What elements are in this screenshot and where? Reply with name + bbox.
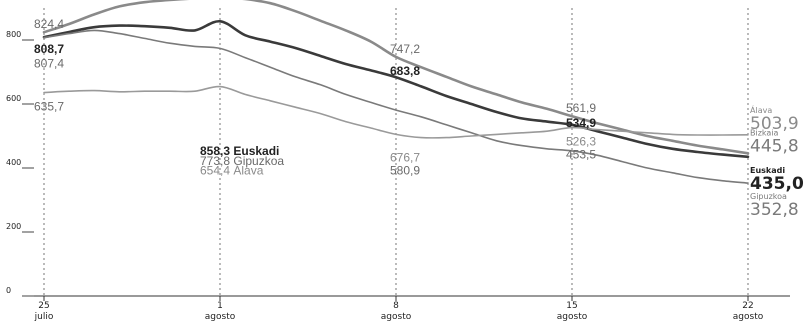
series-line-gipuzkoa	[43, 29, 749, 184]
series-line-alava	[43, 85, 749, 139]
y-tick-label: 200	[6, 222, 21, 231]
x-tick-label: agosto	[381, 312, 412, 322]
x-tick-label: 15	[566, 301, 577, 311]
data-label: 635,7	[34, 100, 64, 114]
data-label: 773,8 Gipuzkoa	[200, 154, 284, 168]
axes: 020040060080025julio1agosto8agosto15agos…	[6, 8, 790, 322]
end-label-name-alava: Álava	[750, 104, 772, 115]
x-tick-label: julio	[34, 312, 54, 322]
end-label-name-bizkaia: Bizkaia	[750, 128, 779, 137]
x-tick-label: 1	[217, 301, 223, 311]
end-label-value-alava: 503,9	[750, 114, 799, 134]
data-label: 453,5	[566, 147, 596, 161]
x-tick-label: 25	[38, 301, 49, 311]
data-label: 561,9	[566, 101, 596, 115]
data-label: 526,3	[566, 135, 596, 149]
end-label-value-gipuzkoa: 352,8	[750, 200, 799, 220]
y-tick-label: 400	[6, 158, 21, 167]
series-layer	[42, 0, 750, 184]
data-label: 807,4	[34, 57, 64, 71]
end-label-name-gipuzkoa: Gipuzkoa	[750, 192, 787, 201]
data-label: 580,9	[390, 163, 420, 177]
data-label: 808,7	[34, 42, 64, 56]
y-tick-label: 0	[6, 286, 11, 295]
data-label: 747,2	[390, 42, 420, 56]
x-tick-label: agosto	[557, 312, 588, 322]
end-label-value-bizkaia: 445,8	[750, 136, 799, 156]
y-tick-label: 800	[6, 30, 21, 39]
data-label: 654,4 Álava	[200, 162, 264, 177]
data-label: 534,9	[566, 116, 596, 130]
data-label: 858,3 Euskadi	[200, 144, 279, 158]
data-label: 683,8	[390, 64, 420, 78]
end-label-name-euskadi: Euskadi	[750, 166, 785, 175]
series-line-euskadi	[42, 19, 750, 159]
x-tick-label: 22	[742, 301, 753, 311]
data-label: 824,4	[34, 17, 64, 31]
x-tick-label: 8	[393, 301, 399, 311]
data-label: 676,7	[390, 151, 420, 165]
x-tick-label: agosto	[205, 312, 236, 322]
end-label-value-euskadi: 435,0	[750, 174, 804, 194]
x-tick-label: agosto	[733, 312, 764, 322]
y-tick-label: 600	[6, 94, 21, 103]
